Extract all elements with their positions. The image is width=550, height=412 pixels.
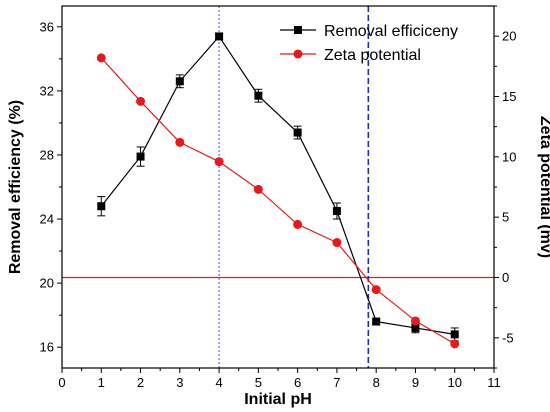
right-y-tick-label: -5 bbox=[502, 330, 514, 345]
series-zeta-potential bbox=[96, 53, 460, 349]
data-point bbox=[254, 91, 263, 100]
legend: Removal efficiceny Zeta potential bbox=[280, 23, 458, 64]
right-y-tick-label: 0 bbox=[502, 270, 509, 285]
plot-frame bbox=[61, 5, 495, 369]
data-point bbox=[332, 207, 341, 216]
right-y-tick-label: 5 bbox=[502, 210, 509, 225]
data-point bbox=[96, 53, 106, 63]
legend-label-zeta: Zeta potential bbox=[324, 47, 421, 64]
x-tick-label: 8 bbox=[373, 375, 380, 390]
axes: 0 1 2 3 4 5 6 7 8 9 10 11 16 20 24 28 32 36 -5 0 5 10 15 20 bbox=[40, 5, 516, 390]
x-tick-label: 7 bbox=[333, 375, 340, 390]
right-y-tick-label: 10 bbox=[502, 149, 516, 164]
x-tick-label: 2 bbox=[137, 375, 144, 390]
x-axis-title: Initial pH bbox=[244, 391, 312, 408]
left-y-tick-label: 28 bbox=[40, 147, 54, 162]
right-y-tick-label: 20 bbox=[502, 29, 516, 44]
data-point bbox=[371, 285, 381, 295]
x-tick-label: 3 bbox=[176, 375, 183, 390]
x-tick-label: 0 bbox=[58, 375, 65, 390]
x-tick-label: 4 bbox=[215, 375, 222, 390]
left-y-tick-label: 16 bbox=[40, 340, 54, 355]
data-point bbox=[450, 330, 459, 339]
legend-marker-zeta bbox=[293, 49, 303, 59]
x-tick-label: 5 bbox=[255, 375, 262, 390]
series-line bbox=[100, 35, 455, 335]
data-point bbox=[253, 184, 263, 194]
left-y-tick-label: 24 bbox=[40, 212, 54, 227]
series-layer bbox=[96, 32, 460, 349]
left-y-tick-label: 36 bbox=[40, 19, 54, 34]
data-point bbox=[411, 323, 420, 332]
series-line bbox=[100, 57, 456, 345]
x-tick-label: 9 bbox=[412, 375, 419, 390]
x-tick-label: 1 bbox=[98, 375, 105, 390]
right-y-axis-title: Zeta potential (mv) bbox=[537, 116, 550, 258]
series-removal-efficiency bbox=[97, 32, 459, 342]
x-tick-label: 11 bbox=[487, 375, 501, 390]
data-point bbox=[293, 128, 302, 137]
data-point bbox=[214, 157, 224, 167]
data-point bbox=[410, 316, 420, 326]
reference-lines bbox=[62, 6, 494, 368]
left-y-tick-label: 32 bbox=[40, 83, 54, 98]
data-point bbox=[215, 32, 224, 41]
data-point bbox=[97, 202, 106, 211]
data-point bbox=[450, 339, 460, 349]
left-y-axis-title: Removal efficiency (%) bbox=[7, 100, 24, 274]
data-point bbox=[136, 152, 145, 161]
right-y-tick-label: 15 bbox=[502, 89, 516, 104]
data-point bbox=[136, 96, 146, 106]
x-tick-label: 6 bbox=[294, 375, 301, 390]
data-point bbox=[293, 219, 303, 229]
legend-marker-removal bbox=[294, 26, 302, 34]
left-y-tick-label: 20 bbox=[40, 276, 54, 291]
x-tick-label: 10 bbox=[447, 375, 461, 390]
data-point bbox=[175, 137, 185, 147]
data-point bbox=[332, 238, 342, 248]
legend-label-removal: Removal efficiceny bbox=[324, 23, 458, 40]
data-point bbox=[372, 317, 381, 326]
data-point bbox=[175, 77, 184, 86]
